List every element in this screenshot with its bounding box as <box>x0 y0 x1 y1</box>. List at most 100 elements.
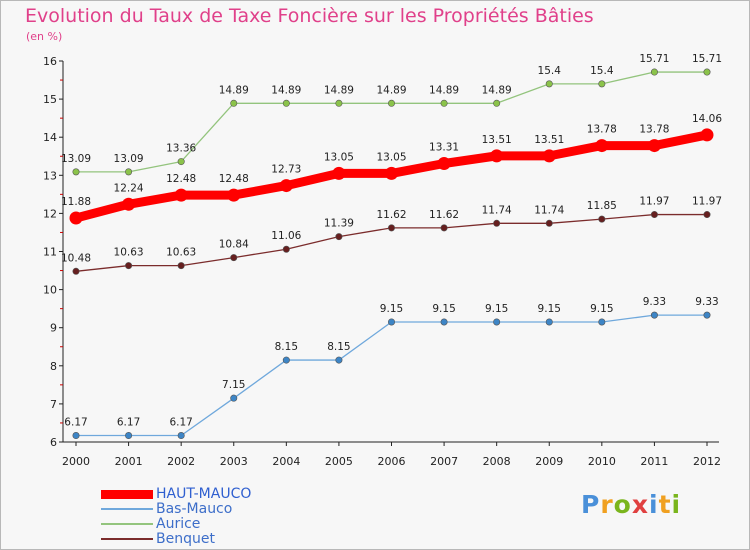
data-label-bas-mauco: 9.15 <box>432 303 455 315</box>
legend-label: Benquet <box>156 531 215 547</box>
data-label-aurice: 15.4 <box>590 65 614 77</box>
data-label-bas-mauco: 9.15 <box>485 303 508 315</box>
data-label-benquet: 11.74 <box>534 204 564 216</box>
data-point-aurice <box>125 168 133 176</box>
y-tick-label: 15 <box>43 93 57 106</box>
x-tick-label: 2000 <box>62 455 90 468</box>
data-point-haut-mauco <box>595 139 609 153</box>
data-point-benquet <box>440 224 448 232</box>
data-label-aurice: 14.89 <box>376 84 406 96</box>
data-point-bas-mauco <box>387 318 395 326</box>
data-point-bas-mauco <box>598 318 606 326</box>
legend-label: HAUT-MAUCO <box>156 486 252 502</box>
data-label-haut-mauco: 12.24 <box>114 182 144 194</box>
y-tick-label: 13 <box>43 169 57 182</box>
legend-swatch <box>101 538 153 540</box>
data-label-haut-mauco: 14.06 <box>692 113 722 125</box>
data-point-haut-mauco <box>227 188 241 202</box>
data-label-bas-mauco: 8.15 <box>327 341 350 353</box>
data-label-benquet: 11.97 <box>639 196 669 208</box>
data-point-aurice <box>493 99 501 107</box>
data-label-benquet: 10.48 <box>61 252 91 264</box>
y-tick-label: 12 <box>43 207 57 220</box>
data-point-aurice <box>650 68 658 76</box>
data-point-bas-mauco <box>440 318 448 326</box>
data-label-haut-mauco: 11.88 <box>61 196 91 208</box>
data-point-bas-mauco <box>650 311 658 319</box>
data-point-benquet <box>177 262 185 270</box>
data-label-bas-mauco: 6.17 <box>117 417 140 429</box>
data-label-aurice: 15.4 <box>538 65 562 77</box>
data-point-benquet <box>650 211 658 219</box>
legend-label: Aurice <box>156 516 201 532</box>
x-tick-label: 2012 <box>693 455 721 468</box>
data-label-benquet: 11.97 <box>692 196 722 208</box>
axes: 6 7 8 9 10 11 12 13 14 15 16 2000 2001 2002 2003 2004 20… <box>43 55 721 468</box>
data-label-aurice: 14.89 <box>324 84 354 96</box>
data-label-aurice: 13.36 <box>166 143 196 155</box>
y-tick-label: 14 <box>43 131 57 144</box>
y-tick-label: 9 <box>50 322 57 335</box>
logo-letter: P <box>581 490 601 519</box>
data-point-aurice <box>230 99 238 107</box>
data-point-aurice <box>335 99 343 107</box>
data-point-haut-mauco <box>647 139 661 153</box>
data-point-haut-mauco <box>122 197 136 211</box>
data-point-benquet <box>493 219 501 227</box>
data-label-aurice: 14.89 <box>271 84 301 96</box>
data-label-haut-mauco: 13.51 <box>534 134 564 146</box>
data-label-benquet: 11.62 <box>376 209 406 221</box>
data-point-benquet <box>335 233 343 241</box>
data-point-bas-mauco <box>335 356 343 364</box>
data-point-haut-mauco <box>437 156 451 170</box>
data-point-aurice <box>177 158 185 166</box>
legend-swatch <box>101 523 153 525</box>
data-label-haut-mauco: 12.48 <box>166 173 196 185</box>
x-tick-label: 2001 <box>115 455 143 468</box>
data-label-haut-mauco: 12.48 <box>219 173 249 185</box>
data-point-benquet <box>125 262 133 270</box>
logo-letter: i <box>671 490 682 519</box>
data-point-bas-mauco <box>282 356 290 364</box>
logo-letter: t <box>658 490 672 519</box>
data-point-benquet <box>72 267 80 275</box>
legend-label: Bas-Mauco <box>156 501 233 517</box>
y-tick-label: 16 <box>43 55 57 68</box>
data-point-benquet <box>230 254 238 262</box>
data-point-aurice <box>387 99 395 107</box>
data-point-bas-mauco <box>177 432 185 440</box>
y-tick-label: 7 <box>50 398 57 411</box>
data-label-aurice: 14.89 <box>219 84 249 96</box>
legend-swatch <box>101 508 153 510</box>
x-tick-label: 2011 <box>640 455 668 468</box>
x-tick-label: 2005 <box>325 455 353 468</box>
legend-swatch <box>101 489 153 499</box>
data-point-aurice <box>703 68 711 76</box>
x-tick-label: 2004 <box>272 455 300 468</box>
data-label-haut-mauco: 13.78 <box>587 124 617 136</box>
data-label-benquet: 11.62 <box>429 209 459 221</box>
y-axis-unit-label: (en %) <box>26 30 63 43</box>
data-label-benquet: 10.84 <box>219 239 249 251</box>
data-label-bas-mauco: 9.33 <box>695 296 718 308</box>
data-point-bas-mauco <box>125 432 133 440</box>
data-label-haut-mauco: 13.51 <box>482 134 512 146</box>
data-point-bas-mauco <box>493 318 501 326</box>
chart-title: Evolution du Taux de Taxe Foncière sur l… <box>25 5 594 27</box>
y-tick-label: 6 <box>50 436 57 449</box>
data-point-aurice <box>598 80 606 88</box>
data-point-aurice <box>440 99 448 107</box>
y-tick-label: 8 <box>50 360 57 373</box>
x-tick-label: 2009 <box>535 455 563 468</box>
data-label-bas-mauco: 6.17 <box>64 417 87 429</box>
data-point-haut-mauco <box>69 211 83 225</box>
data-label-bas-mauco: 7.15 <box>222 379 245 391</box>
data-point-haut-mauco <box>174 188 188 202</box>
logo-letter: i <box>649 490 659 519</box>
data-label-benquet: 10.63 <box>114 247 144 259</box>
data-label-aurice: 14.89 <box>482 84 512 96</box>
x-tick-label: 2008 <box>483 455 511 468</box>
proxiti-logo: Proxiti <box>581 490 681 519</box>
logo-letter: x <box>631 490 649 519</box>
